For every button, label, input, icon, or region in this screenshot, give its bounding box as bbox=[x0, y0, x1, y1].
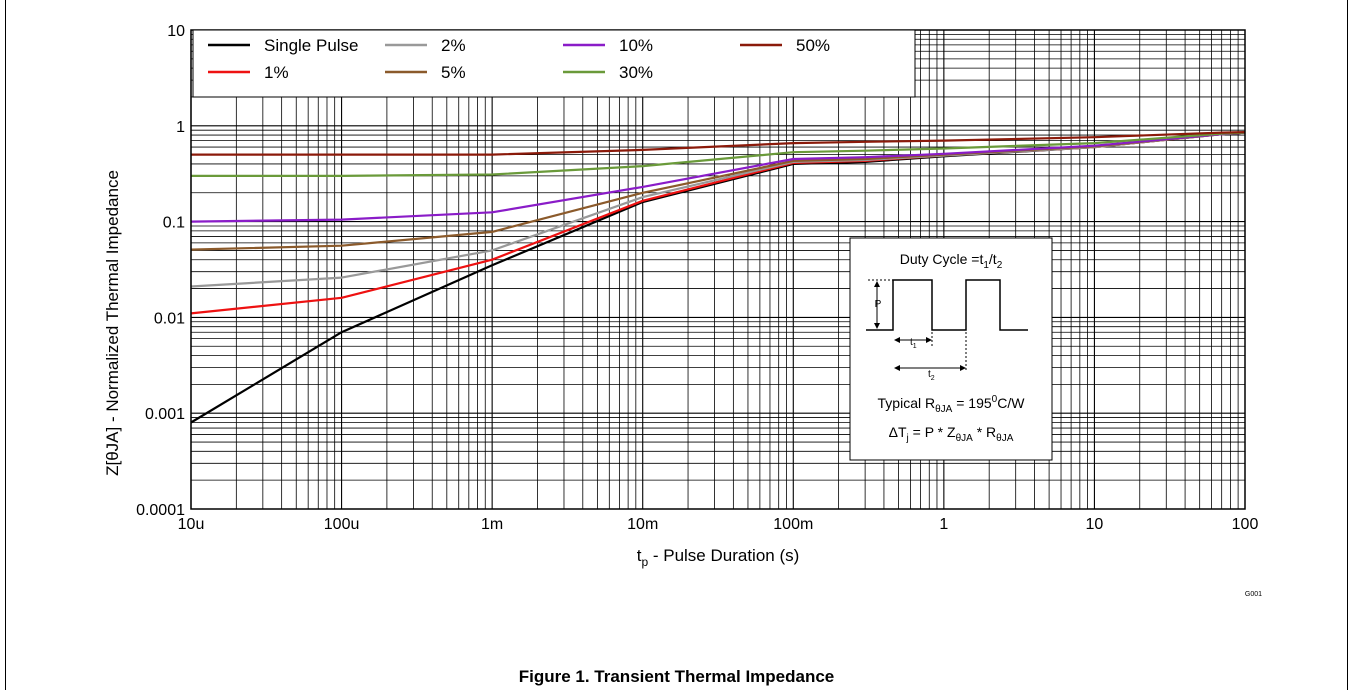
x-tick-label-7: 100 bbox=[1232, 516, 1259, 533]
x-tick-label-6: 10 bbox=[1086, 516, 1104, 533]
typical-r-label: Typical RθJA = 1950C/W bbox=[878, 394, 1026, 415]
pulse-waveform bbox=[866, 279, 1028, 331]
t2-arrow-left bbox=[894, 365, 900, 371]
x-tick-label-0: 10u bbox=[178, 516, 205, 533]
figure-code: G001 bbox=[1245, 591, 1262, 598]
x-tick-label-5: 1 bbox=[939, 516, 948, 533]
plot-border bbox=[190, 29, 1246, 510]
legend-box bbox=[192, 29, 916, 98]
t1-arrow-left bbox=[894, 337, 900, 343]
x-tick-label-1: 100u bbox=[324, 516, 360, 533]
y-axis-label: Z[θJA] - Normalized Thermal Impedance bbox=[103, 170, 122, 476]
y-tick-label-5: 10 bbox=[167, 23, 185, 40]
inset-box bbox=[849, 237, 1053, 461]
y-tick-label-4: 1 bbox=[176, 119, 185, 136]
series-line-3 bbox=[190, 131, 1246, 251]
y-tick-label-2: 0.01 bbox=[154, 310, 185, 327]
legend-label-5: 30% bbox=[619, 63, 653, 82]
grid-lines bbox=[190, 30, 1245, 510]
t1-label: t1 bbox=[910, 337, 917, 350]
legend-label-6: 50% bbox=[796, 36, 830, 55]
p-arrow-down bbox=[874, 323, 880, 329]
legend-label-1: 1% bbox=[264, 63, 289, 82]
legend-label-2: 2% bbox=[441, 36, 466, 55]
y-tick-label-0: 0.0001 bbox=[136, 502, 185, 519]
x-axis-label: tp - Pulse Duration (s) bbox=[637, 546, 800, 569]
delta-t-formula: ΔTj = P * ZθJA * RθJA bbox=[889, 424, 1014, 444]
tick-labels: 10u 100u 1m 10m 100m 1 10 100 0.0001 0.001 0.01 0.1… bbox=[136, 23, 1258, 533]
t2-arrow-right bbox=[960, 365, 966, 371]
p-arrow-up bbox=[874, 281, 880, 287]
t1-arrow-right bbox=[926, 337, 932, 343]
figure-frame bbox=[5, 0, 1348, 690]
t2-label: t2 bbox=[928, 369, 935, 382]
y-tick-label-3: 0.1 bbox=[163, 215, 185, 232]
x-tick-label-3: 10m bbox=[627, 516, 658, 533]
legend-label-4: 10% bbox=[619, 36, 653, 55]
y-tick-label-1: 0.001 bbox=[145, 406, 185, 423]
series-line-5 bbox=[191, 131, 1246, 177]
duty-cycle-label: Duty Cycle =t1/t2 bbox=[900, 251, 1003, 271]
legend: Single Pulse 1% 2% 5% 10% 30% 50% bbox=[192, 29, 916, 98]
series-line-6 bbox=[191, 131, 1246, 156]
legend-label-3: 5% bbox=[441, 63, 466, 82]
p-label: P bbox=[875, 299, 882, 310]
series-line-4 bbox=[190, 131, 1246, 223]
duty-cycle-inset: Duty Cycle =t1/t2 P t1 t2 Typical RθJA =… bbox=[849, 237, 1053, 461]
x-tick-label-2: 1m bbox=[481, 516, 503, 533]
series-lines bbox=[190, 131, 1246, 424]
x-tick-label-4: 100m bbox=[773, 516, 813, 533]
figure-caption: Figure 1. Transient Thermal Impedance bbox=[518, 667, 835, 686]
legend-label-0: Single Pulse bbox=[264, 36, 359, 55]
